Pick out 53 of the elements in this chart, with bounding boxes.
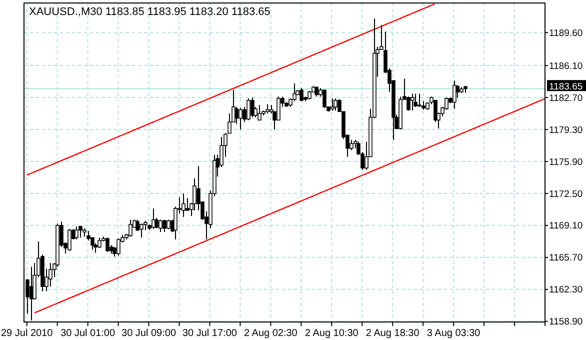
candlestick xyxy=(238,107,242,130)
line-series xyxy=(34,98,545,314)
candlestick xyxy=(322,89,326,108)
y-tick-label: 1172.50 xyxy=(549,188,583,200)
x-tick-label: 3 Aug 03:30 xyxy=(426,328,481,339)
candlestick xyxy=(162,219,166,232)
candlestick xyxy=(456,84,460,98)
x-tick-label: 2 Aug 10:30 xyxy=(304,328,359,339)
y-tick-label: 1165.70 xyxy=(549,252,583,264)
candlestick xyxy=(258,104,262,121)
y-tick-label: 1189.60 xyxy=(549,28,583,39)
candlestick xyxy=(78,226,82,238)
candlestick xyxy=(406,96,410,112)
y-tick-label: 1182.70 xyxy=(549,92,583,104)
candlestick xyxy=(452,80,456,110)
candlestick xyxy=(154,217,158,229)
x-tick-label: 30 Jul 01:00 xyxy=(60,328,116,339)
candlestick xyxy=(166,219,170,230)
candlestick xyxy=(410,93,414,112)
candlestick xyxy=(300,88,304,102)
candlestick xyxy=(314,86,318,98)
candlestick xyxy=(68,228,72,252)
candlestick xyxy=(414,93,418,108)
x-tick-label: 2 Aug 18:30 xyxy=(366,328,420,339)
y-tick-label: 1162.30 xyxy=(549,284,583,296)
candlestick xyxy=(74,226,78,240)
x-tick-label: 2 Aug 02:30 xyxy=(244,328,298,339)
line-series xyxy=(26,3,436,176)
y-tick-label: 1175.90 xyxy=(549,156,583,168)
y-tick-label: 1169.10 xyxy=(549,220,583,232)
y-tick-label: 1158.90 xyxy=(549,316,583,328)
x-tick-label: 30 Jul 17:00 xyxy=(182,328,238,339)
candlestick xyxy=(276,96,280,121)
chart-title: XAUUSD.,M30 1183.85 1183.95 1183.20 1183.65 xyxy=(29,6,270,18)
candlestick xyxy=(182,192,186,218)
candlestick xyxy=(250,97,254,118)
candlestick xyxy=(128,219,132,238)
candlestick xyxy=(330,98,334,112)
candlestick xyxy=(116,238,120,256)
candlestick xyxy=(140,223,144,238)
candlestick xyxy=(246,98,250,121)
candlestick xyxy=(106,237,110,252)
y-tick-label: 1179.30 xyxy=(549,124,583,136)
candlestick xyxy=(418,93,422,108)
y-tick-label: 1186.10 xyxy=(549,60,583,72)
x-tick-label: 30 Jul 09:00 xyxy=(122,328,176,339)
ref-line-label: 1183.65 xyxy=(549,81,583,92)
candlestick xyxy=(48,262,52,288)
candlestick xyxy=(266,104,270,114)
candlestick xyxy=(158,219,162,232)
candlestick xyxy=(334,98,338,112)
x-tick-label: 29 Jul 2010 xyxy=(1,328,54,339)
candlestick xyxy=(98,237,102,248)
